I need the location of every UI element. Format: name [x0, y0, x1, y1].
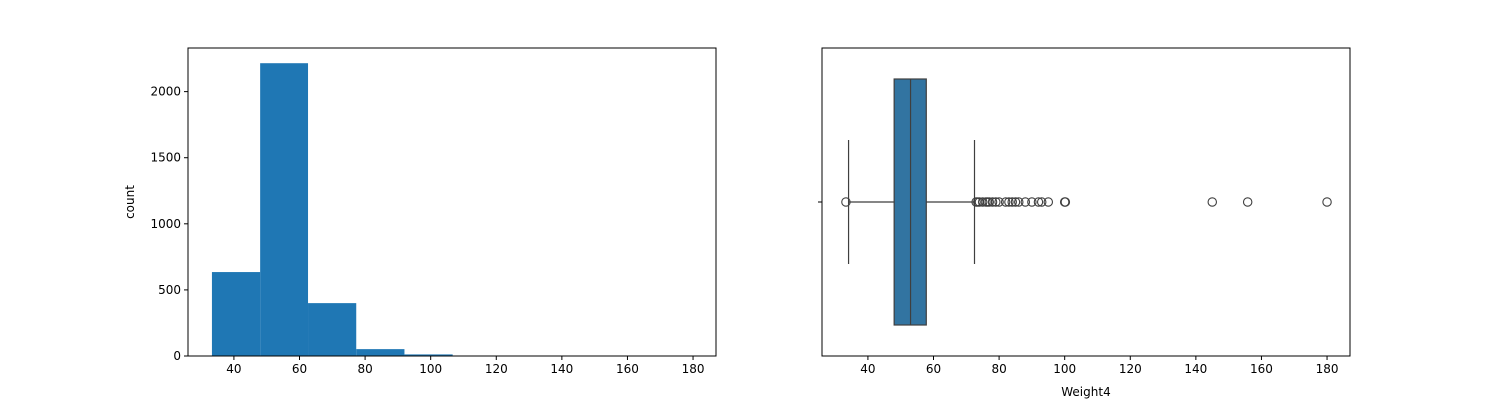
histogram-y-tick-label: 1500	[150, 151, 181, 165]
histogram-x-tick-label: 60	[292, 362, 307, 376]
boxplot-x-tick-label: 40	[860, 362, 875, 376]
boxplot-x-tick-label: 100	[1053, 362, 1076, 376]
histogram-x-tick-label: 180	[682, 362, 705, 376]
histogram-x-ticks: 40 60 80 100 120 140 160 180	[226, 356, 704, 376]
histogram-bar-3	[356, 349, 404, 356]
histogram-x-tick-label: 80	[357, 362, 372, 376]
histogram-y-ticks: 0 500 1000 1500 2000	[150, 85, 188, 363]
histogram-x-tick-label: 160	[616, 362, 639, 376]
histogram-x-tick-label: 120	[485, 362, 508, 376]
boxplot-x-tick-label: 60	[926, 362, 941, 376]
boxplot-marks	[842, 79, 1332, 325]
histogram-x-tick-label: 140	[550, 362, 573, 376]
histogram-y-tick-label: 0	[173, 349, 181, 363]
histogram-x-tick-label: 40	[226, 362, 241, 376]
boxplot-x-tick-label: 120	[1119, 362, 1142, 376]
histogram-y-axis-label: count	[123, 185, 137, 219]
histogram-bar-1	[260, 63, 308, 356]
histogram-bars	[212, 63, 693, 356]
boxplot-panel: 40 60 80 100 120 140 160 180 Weight4	[818, 48, 1350, 399]
histogram-bar-0	[212, 272, 260, 356]
boxplot-x-tick-label: 140	[1184, 362, 1207, 376]
boxplot-x-axis-label: Weight4	[1061, 385, 1110, 399]
histogram-x-tick-label: 100	[419, 362, 442, 376]
boxplot-outlier-24	[1243, 198, 1251, 206]
histogram-panel: 40 60 80 100 120 140 160 180 0 500 1000 1500 2000 c…	[123, 48, 716, 376]
histogram-y-tick-label: 2000	[150, 85, 181, 99]
boxplot-x-ticks: 40 60 80 100 120 140 160 180	[860, 356, 1338, 376]
boxplot-outlier-20	[1044, 198, 1052, 206]
boxplot-outlier-23	[1208, 198, 1216, 206]
histogram-y-tick-label: 1000	[150, 217, 181, 231]
histogram-bar-2	[308, 303, 356, 356]
boxplot-x-tick-label: 80	[991, 362, 1006, 376]
histogram-y-tick-label: 500	[158, 283, 181, 297]
boxplot-outlier-22	[1061, 198, 1069, 206]
boxplot-x-tick-label: 160	[1250, 362, 1273, 376]
boxplot-x-tick-label: 180	[1316, 362, 1339, 376]
boxplot-outlier-25	[1323, 198, 1331, 206]
